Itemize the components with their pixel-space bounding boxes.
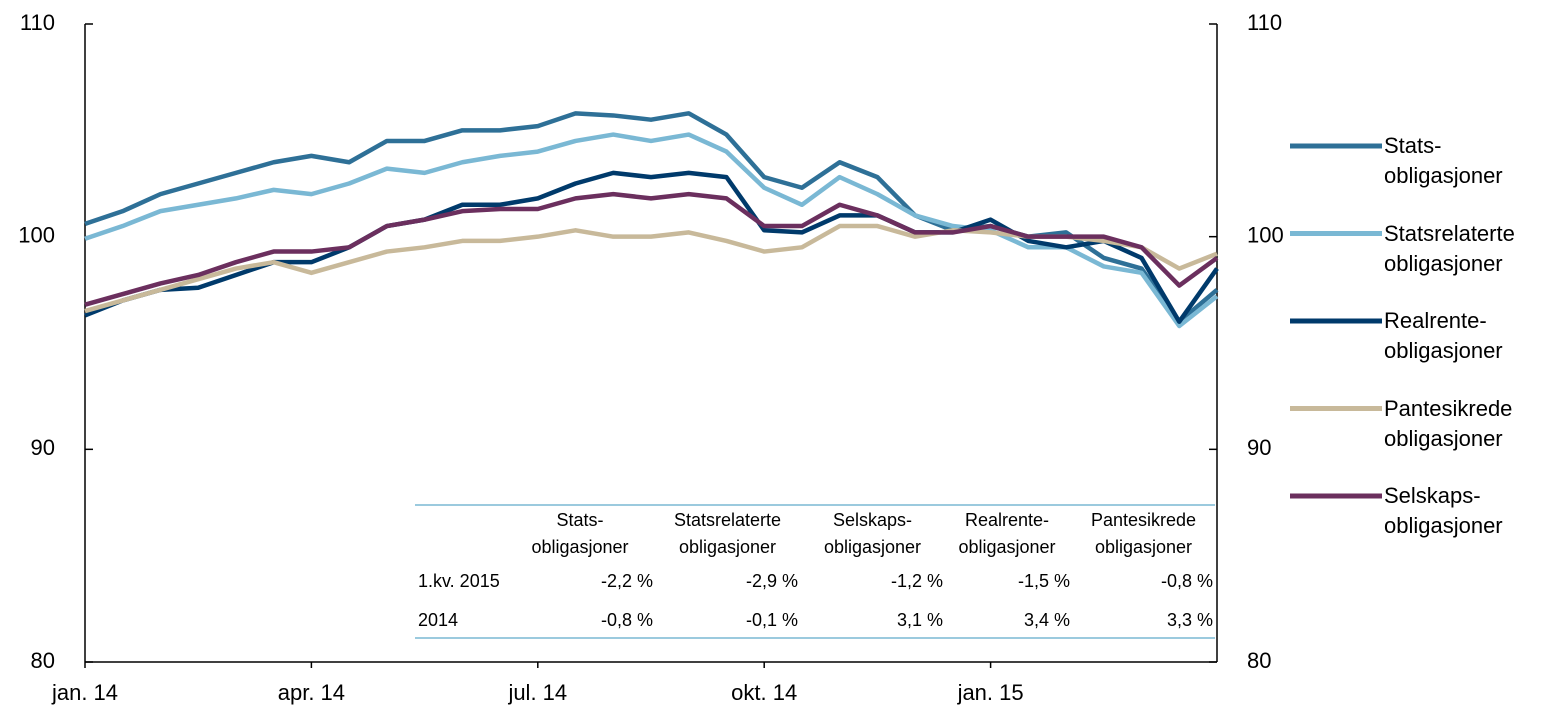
table-header: Stats- obligasjoner <box>531 510 629 557</box>
series-line <box>84 132 1219 329</box>
legend-label: Statsrelaterte obligasjoner <box>1384 220 1515 276</box>
table-cell: -0,8 % <box>600 610 653 630</box>
y2-tick-label: 80 <box>1247 648 1271 673</box>
legend-label: Selskaps- obligasjoner <box>1384 483 1503 538</box>
table-row-label: 1.kv. 2015 <box>418 571 500 591</box>
x-tick-label: jan. 15 <box>957 680 1024 705</box>
legend-label: Realrente- obligasjoner <box>1384 308 1503 363</box>
series-line <box>84 191 1219 307</box>
table-cell: -2,2 % <box>600 571 653 591</box>
table-cell: -1,2 % <box>890 571 943 591</box>
table-cell: 3,3 % <box>1166 610 1213 630</box>
table-cell: -2,9 % <box>745 571 798 591</box>
x-tick-label: jul. 14 <box>507 680 567 705</box>
table-header: Realrente- obligasjoner <box>958 510 1056 557</box>
y2-tick-label: 110 <box>1247 10 1282 35</box>
y-tick-label: 90 <box>31 435 55 460</box>
x-tick-label: jan. 14 <box>51 680 118 705</box>
table-cell: -0,1 % <box>745 610 798 630</box>
y2-tick-label: 100 <box>1247 222 1284 247</box>
table-header: Selskaps- obligasjoner <box>823 510 922 557</box>
legend-label: Pantesikrede obligasjoner <box>1384 395 1513 451</box>
table-cell: -0,8 % <box>1160 571 1213 591</box>
y2-tick-label: 90 <box>1247 435 1271 460</box>
y-tick-label: 110 <box>20 10 55 35</box>
y-tick-label: 80 <box>31 648 55 673</box>
table-header: Pantesikrede obligasjoner <box>1090 510 1197 557</box>
y-tick-label: 100 <box>18 222 55 247</box>
table-cell: 3,1 % <box>896 610 943 630</box>
table-cell: 3,4 % <box>1023 610 1070 630</box>
table-header: Statsrelaterte obligasjoner <box>673 510 782 557</box>
x-tick-label: okt. 14 <box>731 680 797 705</box>
x-tick-label: apr. 14 <box>278 680 345 705</box>
legend-label: Stats- obligasjoner <box>1384 133 1503 188</box>
table-row-label: 2014 <box>418 610 459 630</box>
table-cell: -1,5 % <box>1017 571 1070 591</box>
series-line <box>84 111 1219 324</box>
